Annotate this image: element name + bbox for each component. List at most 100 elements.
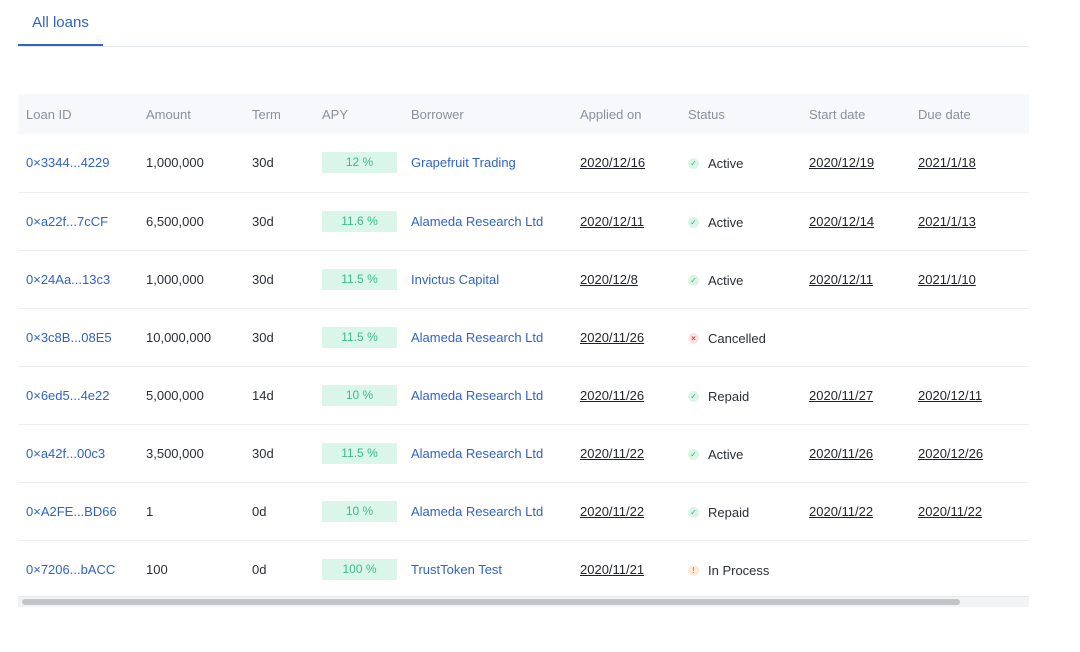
borrower-cell: Alameda Research Ltd	[411, 308, 580, 366]
borrower-link[interactable]: Grapefruit Trading	[411, 155, 516, 171]
applied-on-cell: 2020/11/26	[580, 366, 688, 424]
start-date-link[interactable]: 2020/11/22	[809, 503, 874, 519]
borrower-link[interactable]: TrustToken Test	[411, 561, 503, 577]
start-date-link[interactable]: 2020/12/19	[809, 155, 875, 171]
apy-badge: 11.6 %	[322, 210, 397, 232]
borrower-link[interactable]: Alameda Research Ltd	[411, 329, 544, 345]
column-header-status: Status	[688, 106, 725, 122]
due-date-cell: 2020/12/26	[918, 424, 1029, 482]
status-cell: ✓ Repaid	[688, 482, 809, 540]
status-indicator: ✓ Active	[688, 215, 743, 230]
loan-id-link[interactable]: 0×24Aa...13c3	[26, 271, 111, 287]
borrower-link[interactable]: Alameda Research Ltd	[411, 503, 544, 519]
applied-on-link[interactable]: 2020/11/26	[580, 387, 645, 403]
applied-on-cell: 2020/12/16	[580, 134, 688, 192]
loan-id-link[interactable]: 0×3c8B...08E5	[26, 329, 112, 345]
loan-id-link[interactable]: 0×3344...4229	[26, 155, 110, 171]
term-cell: 30d	[252, 155, 274, 171]
apy-cell: 10 %	[322, 482, 411, 540]
status-cell: ✓ Active	[688, 134, 809, 192]
applied-on-cell: 2020/11/22	[580, 424, 688, 482]
term-cell: 30d	[252, 271, 274, 287]
status-label: In Process	[708, 562, 770, 578]
borrower-link[interactable]: Alameda Research Ltd	[411, 387, 544, 403]
due-date-cell: 2020/12/11	[918, 366, 1029, 424]
due-date-link[interactable]: 2020/12/11	[918, 387, 983, 403]
loan-id-cell: 0×6ed5...4e22	[18, 366, 146, 424]
start-date-link[interactable]: 2020/11/26	[809, 445, 874, 461]
apy-cell: 11.5 %	[322, 424, 411, 482]
applied-on-link[interactable]: 2020/12/16	[580, 155, 646, 171]
loan-id-cell: 0×A2FE...BD66	[18, 482, 146, 540]
due-date-link[interactable]: 2020/11/22	[918, 503, 983, 519]
column-header-apy: APY	[322, 106, 349, 122]
apy-cell: 100 %	[322, 540, 411, 598]
applied-on-link[interactable]: 2020/12/11	[580, 213, 645, 229]
term-cell: 0d	[252, 503, 267, 519]
borrower-cell: Alameda Research Ltd	[411, 192, 580, 250]
start-date-link[interactable]: 2020/11/27	[809, 387, 874, 403]
start-date-link[interactable]: 2020/12/11	[809, 271, 874, 287]
amount-cell: 100	[146, 561, 168, 577]
due-date-cell	[918, 540, 1029, 598]
borrower-link[interactable]: Alameda Research Ltd	[411, 213, 544, 229]
due-date-link[interactable]: 2021/1/10	[918, 271, 976, 287]
term-cell: 30d	[252, 329, 274, 345]
loan-id-link[interactable]: 0×6ed5...4e22	[26, 387, 110, 403]
apy-cell: 10 %	[322, 366, 411, 424]
status-indicator: × Cancelled	[688, 331, 766, 346]
check-icon: ✓	[688, 216, 699, 228]
apy-badge: 100 %	[322, 558, 397, 580]
loan-id-cell: 0×3344...4229	[18, 134, 146, 192]
start-date-cell: 2020/12/19	[809, 134, 918, 192]
tab-bar: All loans	[18, 0, 1029, 47]
loan-id-link[interactable]: 0×a42f...00c3	[26, 445, 106, 461]
applied-on-cell: 2020/12/11	[580, 192, 688, 250]
scrollbar-thumb[interactable]	[22, 599, 960, 605]
applied-on-link[interactable]: 2020/11/21	[580, 561, 645, 577]
applied-on-link[interactable]: 2020/11/26	[580, 329, 645, 345]
status-cell: × Cancelled	[688, 308, 809, 366]
apy-badge: 10 %	[322, 384, 397, 406]
loan-id-link[interactable]: 0×a22f...7cCF	[26, 213, 109, 229]
applied-on-link[interactable]: 2020/11/22	[580, 503, 645, 519]
amount-cell: 5,000,000	[146, 387, 204, 403]
amount-cell: 1	[146, 503, 154, 519]
start-date-link[interactable]: 2020/12/14	[809, 213, 875, 229]
loan-id-link[interactable]: 0×A2FE...BD66	[26, 503, 117, 519]
due-date-link[interactable]: 2020/12/26	[918, 445, 984, 461]
loan-id-cell: 0×3c8B...08E5	[18, 308, 146, 366]
applied-on-link[interactable]: 2020/11/22	[580, 445, 645, 461]
table-body: 0×3344...4229 1,000,000 30d 12 % Grapefruit …	[18, 134, 1029, 598]
column-header-borrower: Borrower	[411, 106, 464, 122]
check-icon: ✓	[688, 448, 699, 460]
term-cell: 0d	[252, 561, 267, 577]
status-indicator: ✓ Repaid	[688, 505, 749, 520]
borrower-link[interactable]: Alameda Research Ltd	[411, 445, 544, 461]
borrower-cell: Invictus Capital	[411, 250, 580, 308]
start-date-cell: 2020/11/27	[809, 366, 918, 424]
tab-all-loans[interactable]: All loans	[18, 0, 103, 46]
table-row: 0×6ed5...4e22 5,000,000 14d 10 % Alameda Res…	[18, 366, 1029, 424]
due-date-link[interactable]: 2021/1/18	[918, 155, 976, 171]
status-cell: ✓ Active	[688, 250, 809, 308]
apy-cell: 11.6 %	[322, 192, 411, 250]
applied-on-link[interactable]: 2020/12/8	[580, 271, 638, 287]
borrower-cell: Grapefruit Trading	[411, 134, 580, 192]
table-row: 0×24Aa...13c3 1,000,000 30d 11.5 % Invictus …	[18, 250, 1029, 308]
loan-id-link[interactable]: 0×7206...bACC	[26, 561, 116, 577]
borrower-link[interactable]: Invictus Capital	[411, 271, 500, 287]
apy-cell: 11.5 %	[322, 308, 411, 366]
horizontal-scrollbar[interactable]	[18, 596, 1029, 607]
status-cell: ✓ Repaid	[688, 366, 809, 424]
due-date-cell	[918, 308, 1029, 366]
due-date-cell: 2021/1/13	[918, 192, 1029, 250]
status-cell: ✓ Active	[688, 192, 809, 250]
check-icon: ✓	[688, 274, 699, 286]
applied-on-cell: 2020/11/26	[580, 308, 688, 366]
table-row: 0×a22f...7cCF 6,500,000 30d 11.6 % Alameda R…	[18, 192, 1029, 250]
status-label: Active	[708, 214, 744, 230]
loan-id-cell: 0×a42f...00c3	[18, 424, 146, 482]
status-label: Cancelled	[708, 330, 766, 346]
due-date-link[interactable]: 2021/1/13	[918, 213, 976, 229]
